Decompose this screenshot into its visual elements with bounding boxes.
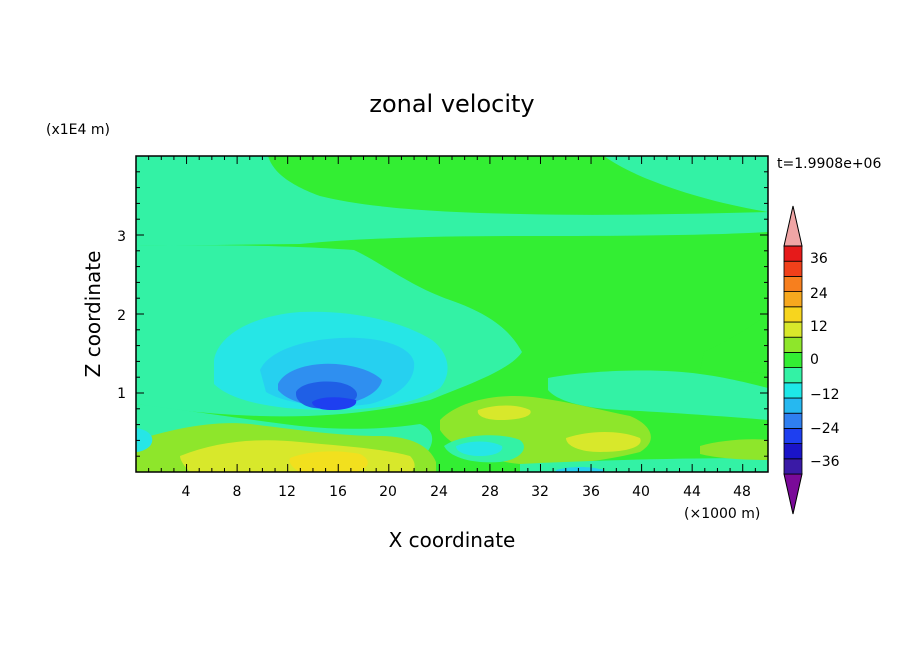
contour-right-low-green — [700, 439, 768, 460]
x-tick-label: 16 — [329, 484, 347, 500]
colorbar-label: −12 — [810, 387, 840, 403]
colorbar-segment — [783, 458, 803, 475]
y-axis-label: Z coordinate — [81, 251, 105, 378]
contour-blue-3 — [312, 397, 357, 410]
x-tick-label: 4 — [182, 484, 191, 500]
colorbar-segment — [783, 275, 803, 292]
colorbar-labels: 36 24 12 0 −12 −24 −36 — [810, 251, 840, 470]
colorbar-segment — [783, 382, 803, 399]
colorbar-segment — [783, 443, 803, 460]
x-tick-labels: 4 8 12 16 20 24 28 32 36 40 44 48 — [182, 484, 751, 500]
time-label: t=1.9908e+06 — [777, 156, 881, 172]
colorbar-label: −36 — [810, 454, 840, 470]
colorbar-label: 36 — [810, 251, 828, 267]
colorbar-min-extension — [783, 473, 803, 515]
contour-lowlevel-core — [289, 451, 368, 472]
colorbar — [783, 205, 803, 515]
x-tick-label: 12 — [278, 484, 296, 500]
y-tick-labels: 1 2 3 — [117, 229, 126, 402]
x-tick-label: 24 — [430, 484, 448, 500]
colorbar-segment — [783, 412, 803, 429]
chart-title: zonal velocity — [369, 90, 534, 118]
colorbar-label: 0 — [810, 352, 819, 368]
contour-bottom-right-cyan — [556, 467, 604, 472]
x-tick-label: 44 — [683, 484, 701, 500]
x-tick-label: 20 — [379, 484, 397, 500]
contour-far-right-strip — [700, 314, 768, 374]
contour-field — [136, 156, 768, 472]
colorbar-max-extension — [783, 205, 803, 247]
contour-lower-pocket-core — [456, 441, 503, 456]
colorbar-segment — [783, 427, 803, 444]
colorbar-segment — [783, 351, 803, 368]
x-tick-label: 32 — [531, 484, 549, 500]
y-tick-label: 2 — [117, 308, 126, 324]
colorbar-label: −24 — [810, 421, 840, 437]
colorbar-segment — [783, 260, 803, 277]
colorbar-segment — [783, 397, 803, 414]
colorbar-label: 24 — [810, 286, 828, 302]
contour-lower-right — [548, 370, 768, 420]
x-tick-label: 40 — [632, 484, 650, 500]
y-unit-label: (x1E4 m) — [46, 122, 110, 138]
y-tick-label: 3 — [117, 229, 126, 245]
y-tick-label: 1 — [117, 386, 126, 402]
x-tick-label: 8 — [233, 484, 242, 500]
colorbar-segment — [783, 367, 803, 384]
contour-upper-left — [136, 156, 768, 246]
colorbar-segment — [783, 321, 803, 338]
colorbar-label: 12 — [810, 319, 828, 335]
contour-upper-right — [604, 156, 768, 212]
colorbar-segment — [783, 291, 803, 308]
contour-mid-yellow-2 — [566, 432, 641, 452]
contour-mid-yellow — [477, 405, 531, 420]
x-tick-label: 36 — [582, 484, 600, 500]
colorbar-segment — [783, 336, 803, 353]
contour-left-strip — [136, 428, 153, 452]
x-tick-label: 28 — [481, 484, 499, 500]
axis-ticks — [136, 156, 768, 472]
x-tick-label: 48 — [733, 484, 751, 500]
colorbar-segment — [783, 245, 803, 262]
colorbar-segment — [783, 306, 803, 323]
x-axis-label: X coordinate — [389, 528, 516, 552]
x-unit-label: (×1000 m) — [684, 506, 760, 522]
